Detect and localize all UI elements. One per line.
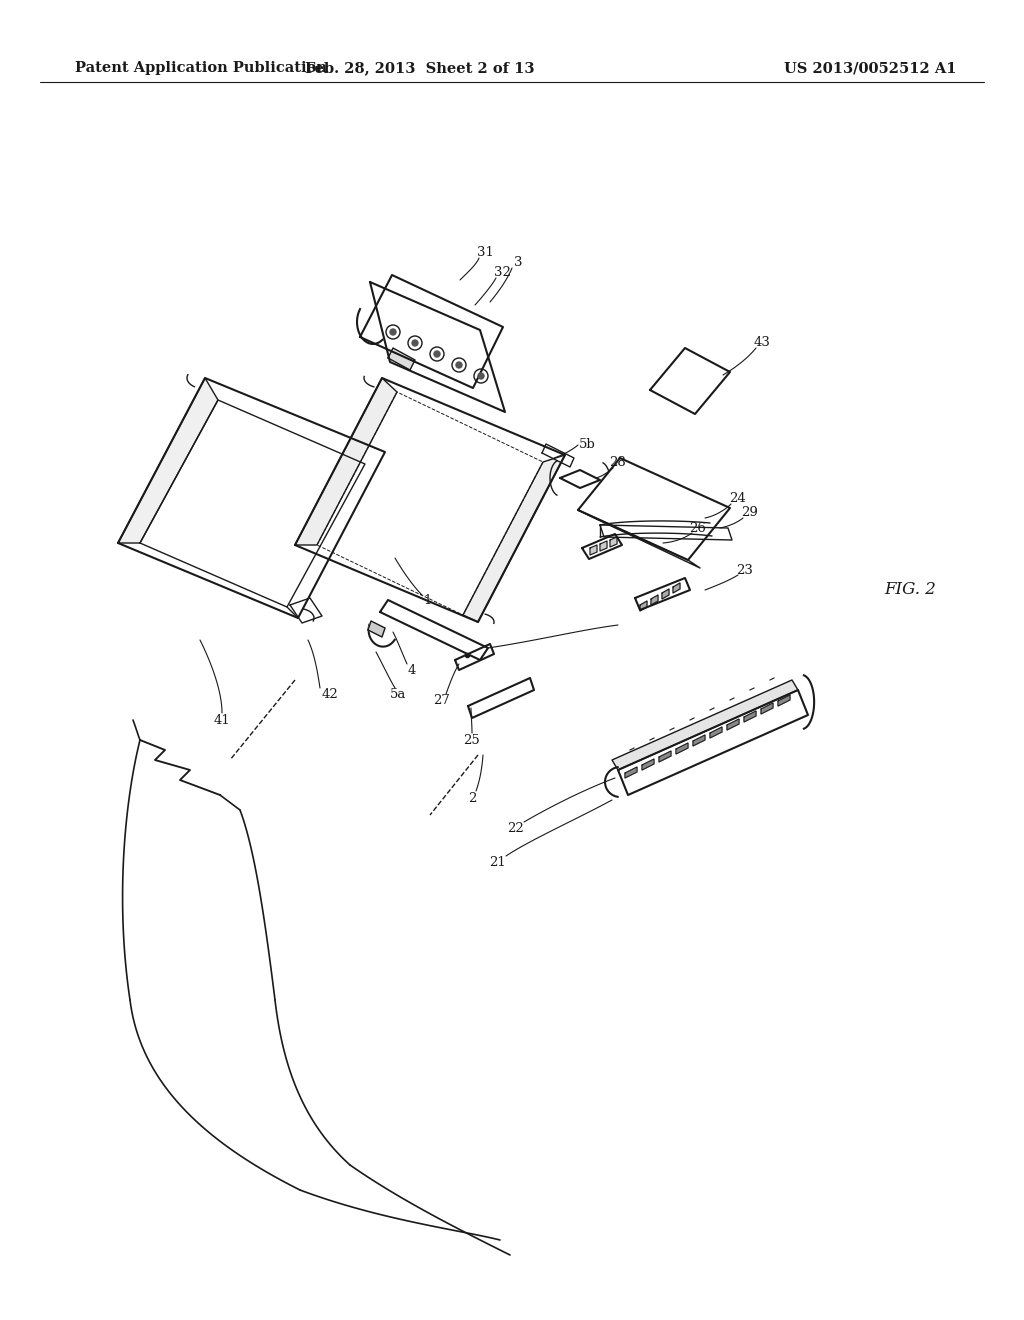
Polygon shape <box>578 510 700 568</box>
Polygon shape <box>744 711 756 722</box>
Text: 42: 42 <box>322 689 338 701</box>
Text: 5a: 5a <box>390 689 407 701</box>
Polygon shape <box>582 535 622 558</box>
Text: 27: 27 <box>433 693 451 706</box>
Text: 28: 28 <box>609 455 627 469</box>
Polygon shape <box>295 378 397 545</box>
Circle shape <box>478 374 484 379</box>
Text: US 2013/0052512 A1: US 2013/0052512 A1 <box>783 61 956 75</box>
Polygon shape <box>578 458 730 560</box>
Text: 41: 41 <box>214 714 230 726</box>
Polygon shape <box>625 767 637 777</box>
Circle shape <box>390 329 396 335</box>
Polygon shape <box>388 348 415 370</box>
Polygon shape <box>560 470 600 488</box>
Polygon shape <box>295 378 565 622</box>
Polygon shape <box>290 598 322 623</box>
Text: 4: 4 <box>408 664 416 676</box>
Text: Feb. 28, 2013  Sheet 2 of 13: Feb. 28, 2013 Sheet 2 of 13 <box>305 61 535 75</box>
Polygon shape <box>651 595 658 605</box>
Text: Patent Application Publication: Patent Application Publication <box>75 61 327 75</box>
Polygon shape <box>676 743 688 754</box>
Polygon shape <box>650 348 730 414</box>
Text: 3: 3 <box>514 256 522 268</box>
Polygon shape <box>468 678 534 718</box>
Polygon shape <box>618 690 808 795</box>
Text: 22: 22 <box>507 821 523 834</box>
Text: 32: 32 <box>494 265 510 279</box>
Text: 29: 29 <box>741 506 759 519</box>
Polygon shape <box>370 282 505 412</box>
Polygon shape <box>642 759 654 770</box>
Text: 2: 2 <box>468 792 476 804</box>
Polygon shape <box>673 583 680 593</box>
Polygon shape <box>761 704 773 714</box>
Text: 23: 23 <box>736 564 754 577</box>
Text: FIG. 2: FIG. 2 <box>884 582 936 598</box>
Text: 31: 31 <box>476 246 494 259</box>
Polygon shape <box>778 696 790 706</box>
Polygon shape <box>662 589 669 599</box>
Polygon shape <box>118 378 218 543</box>
Polygon shape <box>600 525 732 540</box>
Polygon shape <box>727 719 739 730</box>
Polygon shape <box>542 444 574 467</box>
Circle shape <box>412 341 418 346</box>
Text: 24: 24 <box>730 491 746 504</box>
Polygon shape <box>612 680 798 770</box>
Polygon shape <box>635 578 690 610</box>
Polygon shape <box>368 620 385 638</box>
Text: 25: 25 <box>464 734 480 747</box>
Circle shape <box>456 362 462 368</box>
Polygon shape <box>600 541 607 550</box>
Text: 1: 1 <box>424 594 432 606</box>
Polygon shape <box>640 601 647 611</box>
Text: 5b: 5b <box>579 438 595 451</box>
Polygon shape <box>610 537 617 546</box>
Polygon shape <box>659 751 671 762</box>
Polygon shape <box>118 378 385 618</box>
Text: 21: 21 <box>488 855 506 869</box>
Polygon shape <box>710 727 722 738</box>
Polygon shape <box>380 601 488 660</box>
Polygon shape <box>455 644 494 671</box>
Text: 26: 26 <box>689 521 707 535</box>
Polygon shape <box>463 455 565 622</box>
Polygon shape <box>693 735 705 746</box>
Text: 43: 43 <box>754 335 770 348</box>
Circle shape <box>434 351 440 356</box>
Polygon shape <box>590 545 597 554</box>
Polygon shape <box>360 275 503 388</box>
